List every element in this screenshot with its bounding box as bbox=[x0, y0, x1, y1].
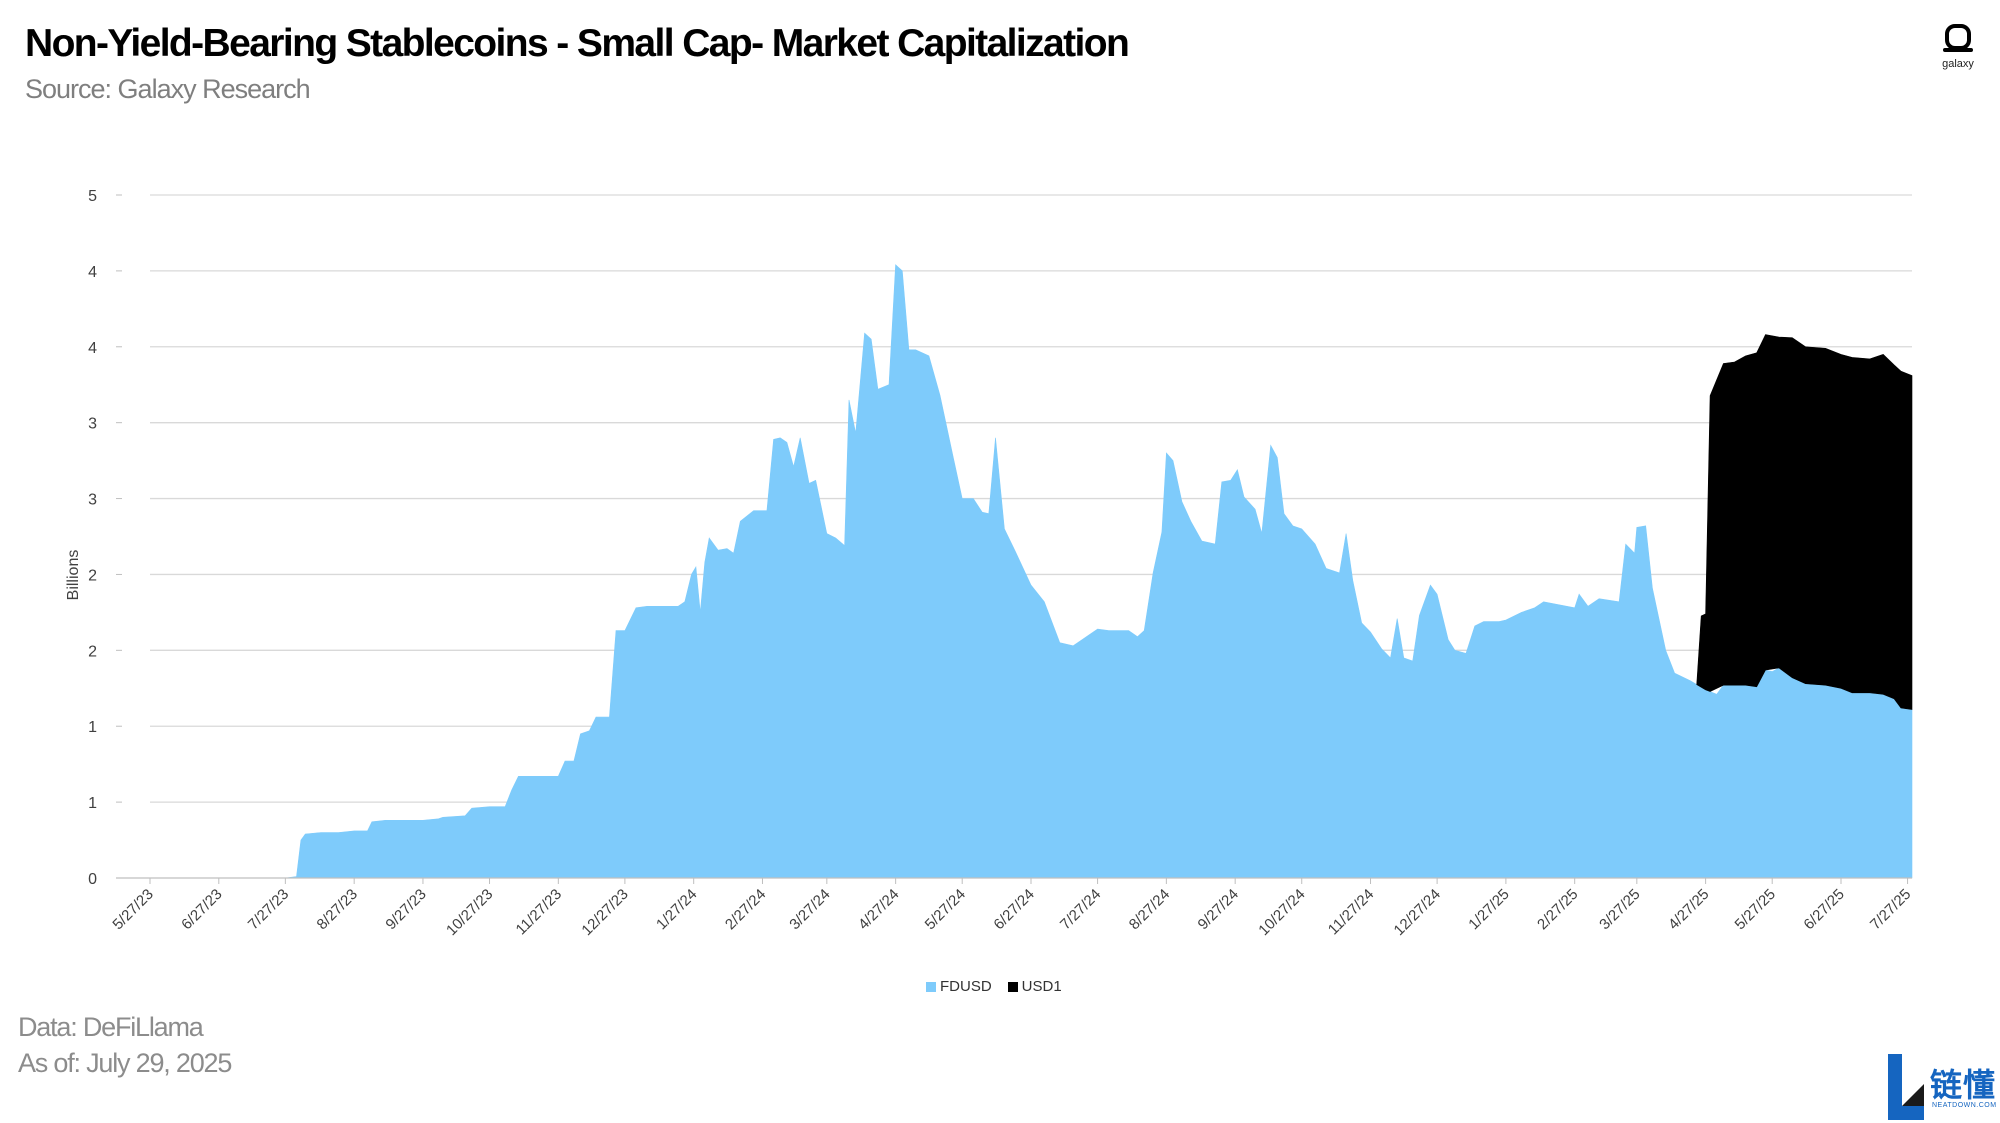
neatdown-logo-icon bbox=[1888, 1054, 1902, 1120]
galaxy-logo-word: galaxy bbox=[1942, 58, 1974, 70]
x-tick-label: 11/27/24 bbox=[1325, 886, 1378, 939]
legend-swatch-usd1 bbox=[1007, 981, 1018, 992]
chart-title: Non-Yield-Bearing Stablecoins - Small Ca… bbox=[25, 22, 1130, 65]
y-tick-label: 1 bbox=[88, 795, 97, 812]
x-tick-label: 4/27/24 bbox=[855, 886, 902, 933]
x-tick-label: 7/27/23 bbox=[245, 886, 292, 933]
legend-item-usd1: USD1 bbox=[1007, 978, 1062, 995]
y-tick-label: 0 bbox=[88, 871, 97, 888]
x-tick-label: 6/27/25 bbox=[1800, 886, 1847, 933]
as-of-note: As of: July 29, 2025 bbox=[18, 1048, 232, 1078]
y-tick-label: 1 bbox=[88, 719, 97, 736]
x-tick-label: 8/27/24 bbox=[1126, 886, 1173, 933]
x-tick-label: 12/27/23 bbox=[578, 886, 631, 939]
x-tick-label: 7/27/24 bbox=[1057, 886, 1104, 933]
neatdown-logo: 链懂 NEATDOWN.COM bbox=[1886, 1054, 1998, 1122]
y-tick-label: 4 bbox=[88, 340, 97, 357]
x-tick-label: 2/27/24 bbox=[722, 886, 769, 933]
y-axis-label: Billions bbox=[65, 550, 82, 601]
y-tick-label: 5 bbox=[88, 188, 97, 205]
galaxy-logo: galaxy bbox=[1932, 24, 1984, 80]
neatdown-logo-cn: 链懂 bbox=[1930, 1067, 1997, 1103]
x-tick-label: 9/27/23 bbox=[382, 886, 429, 933]
x-tick-label: 12/27/24 bbox=[1391, 886, 1444, 939]
legend-label-fdusd: FDUSD bbox=[940, 978, 992, 995]
area-series-fdusd bbox=[150, 264, 1913, 879]
data-source-note: Data: DeFiLlama bbox=[18, 1012, 204, 1042]
x-tick-label: 10/27/24 bbox=[1255, 886, 1308, 939]
x-tick-label: 9/27/24 bbox=[1195, 886, 1242, 933]
neatdown-logo-shade bbox=[1902, 1084, 1924, 1106]
y-tick-label: 3 bbox=[88, 492, 97, 509]
x-tick-label: 1/27/25 bbox=[1465, 886, 1512, 933]
x-tick-label: 5/27/25 bbox=[1732, 886, 1779, 933]
neatdown-logo-en: NEATDOWN.COM bbox=[1932, 1102, 1997, 1109]
x-tick-label: 6/27/23 bbox=[178, 886, 225, 933]
legend-swatch-fdusd bbox=[926, 981, 936, 992]
area-series-usd1 bbox=[1696, 334, 1913, 710]
x-tick-label: 4/27/25 bbox=[1665, 886, 1712, 933]
series-areas bbox=[150, 264, 1913, 879]
x-tick-label: 8/27/23 bbox=[314, 886, 361, 933]
x-tick-label: 5/27/24 bbox=[922, 886, 969, 933]
market-cap-area-chart: 0 1 1 2 2 3 3 4 4 5 5/27/23 6/27/23 7/27/23 8/27/23 9/… bbox=[65, 188, 1914, 939]
y-tick-label: 2 bbox=[88, 567, 97, 584]
chart-legend: FDUSD USD1 bbox=[926, 978, 1062, 995]
x-tick-label: 3/27/25 bbox=[1596, 886, 1643, 933]
chart-subtitle: Source: Galaxy Research bbox=[25, 74, 311, 104]
galaxy-logo-icon bbox=[1943, 24, 1973, 52]
y-tick-label: 4 bbox=[88, 264, 97, 281]
legend-item-fdusd: FDUSD bbox=[926, 978, 992, 995]
x-tick-label: 1/27/24 bbox=[653, 886, 700, 933]
neatdown-logo-base bbox=[1888, 1106, 1924, 1120]
x-tick-label: 11/27/23 bbox=[513, 886, 566, 939]
y-tick-label: 3 bbox=[88, 416, 97, 433]
x-tick-label: 7/27/25 bbox=[1867, 886, 1914, 933]
x-tick-label: 3/27/24 bbox=[786, 886, 833, 933]
legend-label-usd1: USD1 bbox=[1021, 978, 1062, 995]
x-tick-label: 5/27/23 bbox=[109, 886, 156, 933]
x-tick-label: 6/27/24 bbox=[990, 886, 1037, 933]
x-tick-label: 10/27/23 bbox=[443, 886, 496, 939]
y-tick-label: 2 bbox=[88, 643, 97, 660]
x-tick-label: 2/27/25 bbox=[1534, 886, 1581, 933]
